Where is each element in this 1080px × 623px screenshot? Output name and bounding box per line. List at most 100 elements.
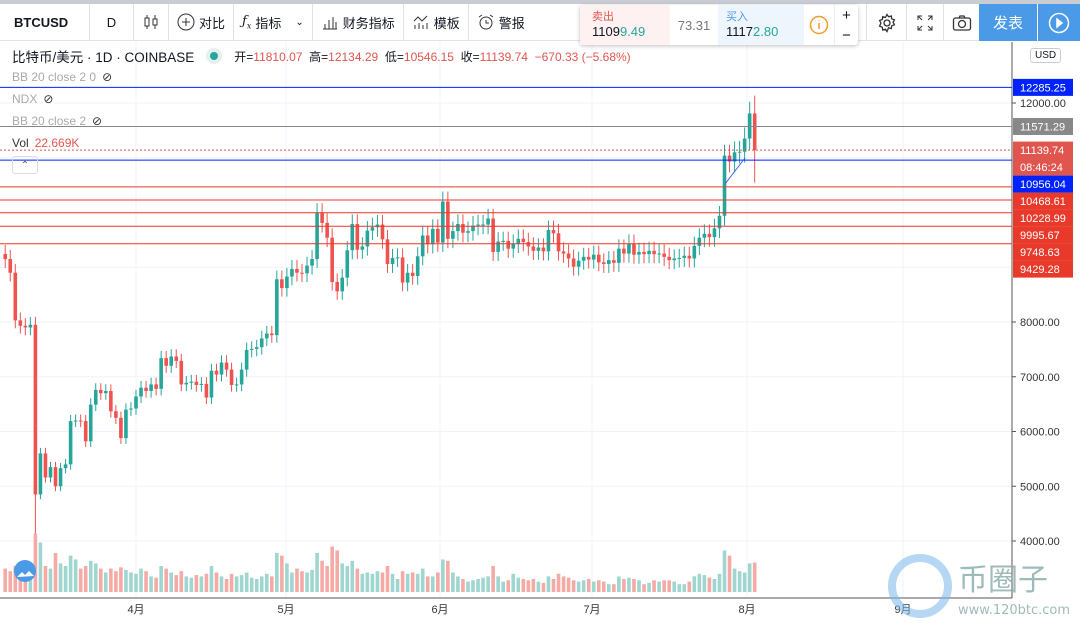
volume-bar bbox=[446, 560, 450, 592]
candle-body bbox=[290, 268, 294, 277]
templates-button[interactable]: 模板 bbox=[404, 3, 469, 41]
month-label: 4月 bbox=[127, 604, 144, 616]
price-chart[interactable]: 12000.00 8000.00 7000.00 6000.00 5000.00 4000… bbox=[0, 42, 1080, 623]
volume-bar bbox=[451, 572, 455, 592]
candle-body bbox=[249, 348, 254, 350]
candle-body bbox=[697, 237, 702, 246]
study-bb-1[interactable]: BB 20 close 2 0 ⊘ bbox=[12, 70, 113, 84]
alert-button[interactable]: 警报 bbox=[469, 4, 533, 41]
eye-hidden-icon[interactable]: ⊘ bbox=[92, 114, 103, 128]
candle-body bbox=[365, 230, 370, 247]
fullscreen-icon bbox=[917, 15, 933, 30]
candle-body bbox=[300, 272, 304, 274]
scroll-to-realtime-button[interactable] bbox=[14, 560, 36, 582]
volume-bar bbox=[541, 582, 546, 592]
info-button[interactable] bbox=[804, 5, 834, 45]
volume-bar bbox=[471, 580, 475, 592]
volume-bar bbox=[315, 553, 319, 592]
candle-body bbox=[58, 468, 63, 487]
candle-body bbox=[692, 245, 697, 259]
volume-bar bbox=[722, 550, 727, 592]
settings-button[interactable] bbox=[866, 4, 906, 41]
candle-body bbox=[601, 262, 606, 264]
candle-body bbox=[486, 218, 490, 225]
candle-body bbox=[491, 218, 495, 252]
study-ndx[interactable]: NDX ⊘ bbox=[12, 92, 54, 106]
replay-button[interactable] bbox=[1038, 4, 1080, 41]
volume-bar bbox=[581, 580, 586, 592]
templates-label: 模板 bbox=[433, 15, 460, 31]
price-line-label-bg bbox=[1013, 243, 1073, 261]
volume-bar bbox=[506, 580, 511, 592]
volume-bar bbox=[747, 563, 752, 592]
volume-bar bbox=[83, 566, 88, 592]
sell-button[interactable]: 卖出 11099.49 bbox=[580, 5, 670, 45]
volume-bar bbox=[375, 571, 380, 592]
volume-bar bbox=[149, 576, 153, 592]
candle-body bbox=[109, 390, 113, 412]
buy-button[interactable]: 买入 11172.80 bbox=[718, 5, 804, 45]
study-bb-2[interactable]: BB 20 close 2 ⊘ bbox=[12, 114, 103, 128]
volume-bar bbox=[712, 579, 717, 592]
volume-bar bbox=[390, 573, 395, 592]
compare-button[interactable]: 对比 bbox=[169, 3, 235, 41]
svg-text:币圈子: 币圈子 bbox=[958, 563, 1048, 598]
volume-bar bbox=[420, 568, 425, 592]
volume-bar bbox=[571, 580, 576, 592]
study-volume[interactable]: Vol 22.669K bbox=[12, 136, 80, 150]
spread-value: 73.31 bbox=[677, 17, 711, 33]
financials-button[interactable]: 财务指标 bbox=[313, 3, 404, 41]
volume-bar bbox=[430, 576, 435, 592]
currency-label[interactable]: USD bbox=[1030, 48, 1062, 63]
zoom-in-button[interactable]: + bbox=[842, 6, 851, 24]
eye-hidden-icon[interactable]: ⊘ bbox=[43, 92, 54, 106]
candle-body bbox=[270, 333, 274, 336]
candle-body bbox=[360, 246, 365, 250]
collapse-legend-button[interactable]: ⌃ bbox=[12, 156, 38, 174]
candle-body bbox=[617, 248, 621, 263]
buy-label: 买入 bbox=[726, 11, 748, 23]
interval-button[interactable]: D bbox=[90, 3, 134, 41]
volume-bar bbox=[702, 575, 707, 592]
candle-body bbox=[78, 420, 83, 422]
volume-bar bbox=[546, 576, 551, 592]
candle-body bbox=[405, 272, 410, 283]
zoom-out-button[interactable]: − bbox=[842, 26, 851, 44]
volume-bar bbox=[561, 576, 566, 592]
candle-body bbox=[420, 235, 425, 257]
volume-bar bbox=[632, 579, 636, 592]
volume-bar bbox=[531, 579, 536, 592]
month-label: 7月 bbox=[583, 604, 600, 616]
trading-widget: 卖出 11099.49 73.31 买入 11172.80 + − bbox=[580, 5, 858, 45]
candle-body bbox=[556, 233, 561, 252]
volume-bar bbox=[244, 572, 249, 592]
volume-bar bbox=[88, 560, 93, 592]
candle-body bbox=[144, 387, 148, 391]
publish-button[interactable]: 发表 bbox=[979, 4, 1037, 41]
candle-body bbox=[622, 248, 626, 254]
candle-body bbox=[667, 256, 671, 261]
volume-bar bbox=[415, 573, 420, 592]
candle-body bbox=[355, 223, 360, 250]
volume-bar bbox=[496, 576, 500, 592]
screenshot-button[interactable] bbox=[943, 4, 979, 41]
eye-hidden-icon[interactable]: ⊘ bbox=[102, 70, 113, 84]
volume-bar bbox=[707, 577, 712, 592]
symbol-search-button[interactable]: BTCUSD bbox=[0, 3, 90, 41]
fx-icon: ƒx bbox=[242, 13, 252, 31]
ohlc-values: 开=11810.07 高=12134.29 低=10546.15 收=11139… bbox=[234, 49, 631, 64]
candle-body bbox=[526, 242, 531, 247]
candle-body bbox=[350, 223, 355, 251]
volume-bar bbox=[249, 577, 254, 592]
candle-body bbox=[657, 253, 661, 255]
fullscreen-button[interactable] bbox=[906, 4, 943, 41]
volume-bar bbox=[169, 572, 174, 592]
indicators-button[interactable]: ƒx 指标 ⌄ bbox=[234, 3, 313, 41]
price-line-label-bg bbox=[1013, 175, 1073, 193]
candle-body bbox=[476, 224, 480, 226]
candle-body bbox=[566, 253, 571, 259]
volume-bar bbox=[159, 566, 163, 592]
chart-style-button[interactable] bbox=[134, 3, 169, 41]
volume-bar bbox=[330, 546, 334, 592]
volume-bar bbox=[516, 577, 521, 592]
